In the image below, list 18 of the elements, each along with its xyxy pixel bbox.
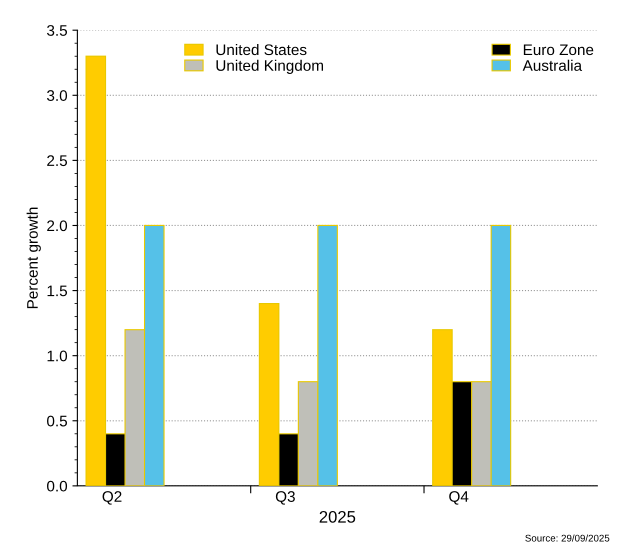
y-tick-label: 3.5 [47,25,68,36]
y-tick-label: 2.0 [47,220,68,232]
source-note: Source: 29/09/2025 [525,534,610,542]
legend-label: United Kingdom [216,60,324,74]
y-tick-label: 1.0 [48,350,68,362]
legend-label: Euro Zone [524,44,594,56]
y-tick-label: 0.5 [47,416,68,426]
x-tick-label: Q2 [102,491,122,505]
y-tick-label: 1.5 [48,286,68,296]
x-axis-title: 2025 [320,510,356,523]
legend-label: Australia [522,60,582,71]
x-tick-label: Q3 [276,491,295,505]
y-tick-label: 3.0 [47,90,68,101]
y-axis-title: Percent growth [26,208,41,308]
legend-label: United States [216,44,306,56]
y-tick-label: 0.0 [47,480,68,492]
x-tick-label: Q4 [449,491,468,505]
y-tick-label: 2.5 [47,155,68,166]
